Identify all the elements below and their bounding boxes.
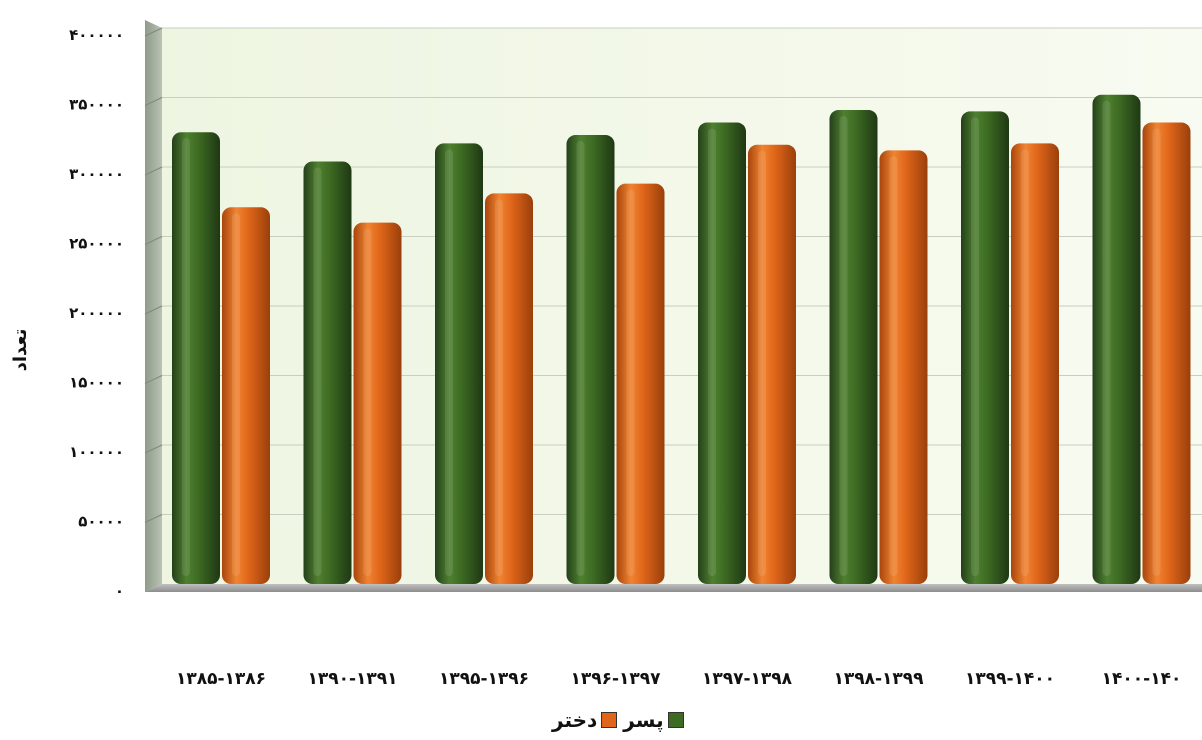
bar-boys-highlight bbox=[313, 167, 322, 576]
bar-girls-highlight bbox=[495, 199, 503, 576]
y-tick-label: ۱۰۰۰۰۰ bbox=[69, 443, 124, 461]
bar-girls bbox=[1142, 122, 1191, 585]
legend: پسر دختر bbox=[546, 704, 684, 736]
bar-boys bbox=[435, 143, 483, 584]
x-category-label: ۱۴۰۰-۱۴۰ bbox=[1102, 669, 1182, 689]
gridline-side bbox=[144, 97, 163, 106]
plot-floor bbox=[145, 584, 1202, 592]
legend-item-girls: دختر bbox=[552, 708, 618, 732]
bar-girls bbox=[879, 150, 928, 584]
x-category-label: ۱۳۹۵-۱۳۹۶ bbox=[439, 669, 529, 689]
y-tick-label: ۱۵۰۰۰۰ bbox=[69, 374, 124, 392]
bar-girls bbox=[353, 222, 402, 584]
bar-girls-highlight bbox=[232, 213, 240, 576]
bar-girls bbox=[748, 144, 796, 584]
legend-label-boys: پسر bbox=[623, 708, 664, 732]
y-tick-label: ۳۰۰۰۰۰ bbox=[69, 165, 124, 183]
y-tick-label: ۴۰۰۰۰۰ bbox=[69, 26, 124, 44]
bar-boys bbox=[698, 122, 746, 585]
bar-boys-highlight bbox=[971, 117, 979, 577]
bar-girls bbox=[1011, 143, 1059, 584]
bar-boys-highlight bbox=[182, 138, 190, 576]
y-axis-title: تعداد bbox=[10, 329, 31, 372]
bar-girls-highlight bbox=[1152, 128, 1161, 576]
gridline-side bbox=[144, 236, 163, 245]
bar-girls-highlight bbox=[1021, 149, 1029, 576]
bar-boys bbox=[829, 110, 878, 584]
x-category-label: ۱۳۹۶-۱۳۹۷ bbox=[570, 669, 661, 689]
y-tick-label: ۲۰۰۰۰۰ bbox=[69, 304, 124, 322]
plot-side-wall bbox=[145, 20, 162, 592]
x-category-label: ۱۳۹۷-۱۳۹۸ bbox=[702, 669, 793, 689]
legend-item-boys: پسر bbox=[623, 708, 684, 732]
x-category-label: ۱۳۹۸-۱۳۹۹ bbox=[833, 669, 924, 689]
bar-boys-highlight bbox=[576, 141, 585, 576]
bar-boys bbox=[961, 111, 1009, 585]
bar-boys bbox=[566, 135, 615, 584]
legend-swatch-girls bbox=[601, 712, 618, 728]
gridline-side bbox=[144, 166, 163, 176]
y-tick-label: ۰ bbox=[115, 582, 124, 600]
bar-boys-highlight bbox=[1102, 100, 1111, 576]
bar-boys-highlight bbox=[708, 128, 716, 576]
bar-boys bbox=[1092, 94, 1141, 584]
bar-girls-highlight bbox=[889, 156, 898, 576]
bar-girls bbox=[222, 207, 270, 584]
bar-boys-highlight bbox=[839, 116, 848, 576]
legend-label-girls: دختر bbox=[552, 708, 598, 732]
bar-boys-highlight bbox=[445, 149, 453, 576]
y-tick-label: ۵۰۰۰۰ bbox=[78, 513, 124, 531]
y-tick-label: ۲۵۰۰۰۰ bbox=[69, 235, 124, 253]
bar-girls-highlight bbox=[363, 228, 372, 576]
gridline-side bbox=[144, 305, 163, 315]
y-axis-ticks: ۰ ۵۰۰۰۰ ۱۰۰۰۰۰ ۱۵۰۰۰۰ ۲۰۰۰۰۰ ۲۵۰۰۰۰ ۳۰۰۰۰۰ ۳۵۰۰… bbox=[69, 26, 124, 600]
gridline-side bbox=[144, 444, 163, 454]
gridline-side bbox=[144, 375, 163, 384]
x-category-label: ۱۳۸۵-۱۳۸۶ bbox=[176, 669, 266, 689]
legend-swatch-boys bbox=[667, 712, 684, 728]
bar-girls-highlight bbox=[758, 150, 766, 576]
x-category-label: ۱۳۹۰-۱۳۹۱ bbox=[307, 669, 397, 689]
bar-girls bbox=[616, 183, 665, 584]
x-axis-labels: ۱۳۸۵-۱۳۸۶ ۱۳۹۰-۱۳۹۱ ۱۳۹۵-۱۳۹۶ ۱۳۹۶-۱۳۹۷ ۱۳۹۷… bbox=[176, 669, 1181, 689]
gridline-side bbox=[144, 27, 163, 37]
x-category-label: ۱۳۹۹-۱۴۰۰ bbox=[965, 669, 1055, 689]
bar-boys bbox=[172, 132, 220, 584]
gridline-side bbox=[144, 514, 163, 523]
bar-girls bbox=[485, 193, 533, 584]
y-tick-label: ۳۵۰۰۰۰ bbox=[69, 96, 124, 114]
bar-boys bbox=[303, 161, 352, 584]
bars bbox=[172, 94, 1191, 585]
bar-girls-highlight bbox=[626, 189, 635, 576]
